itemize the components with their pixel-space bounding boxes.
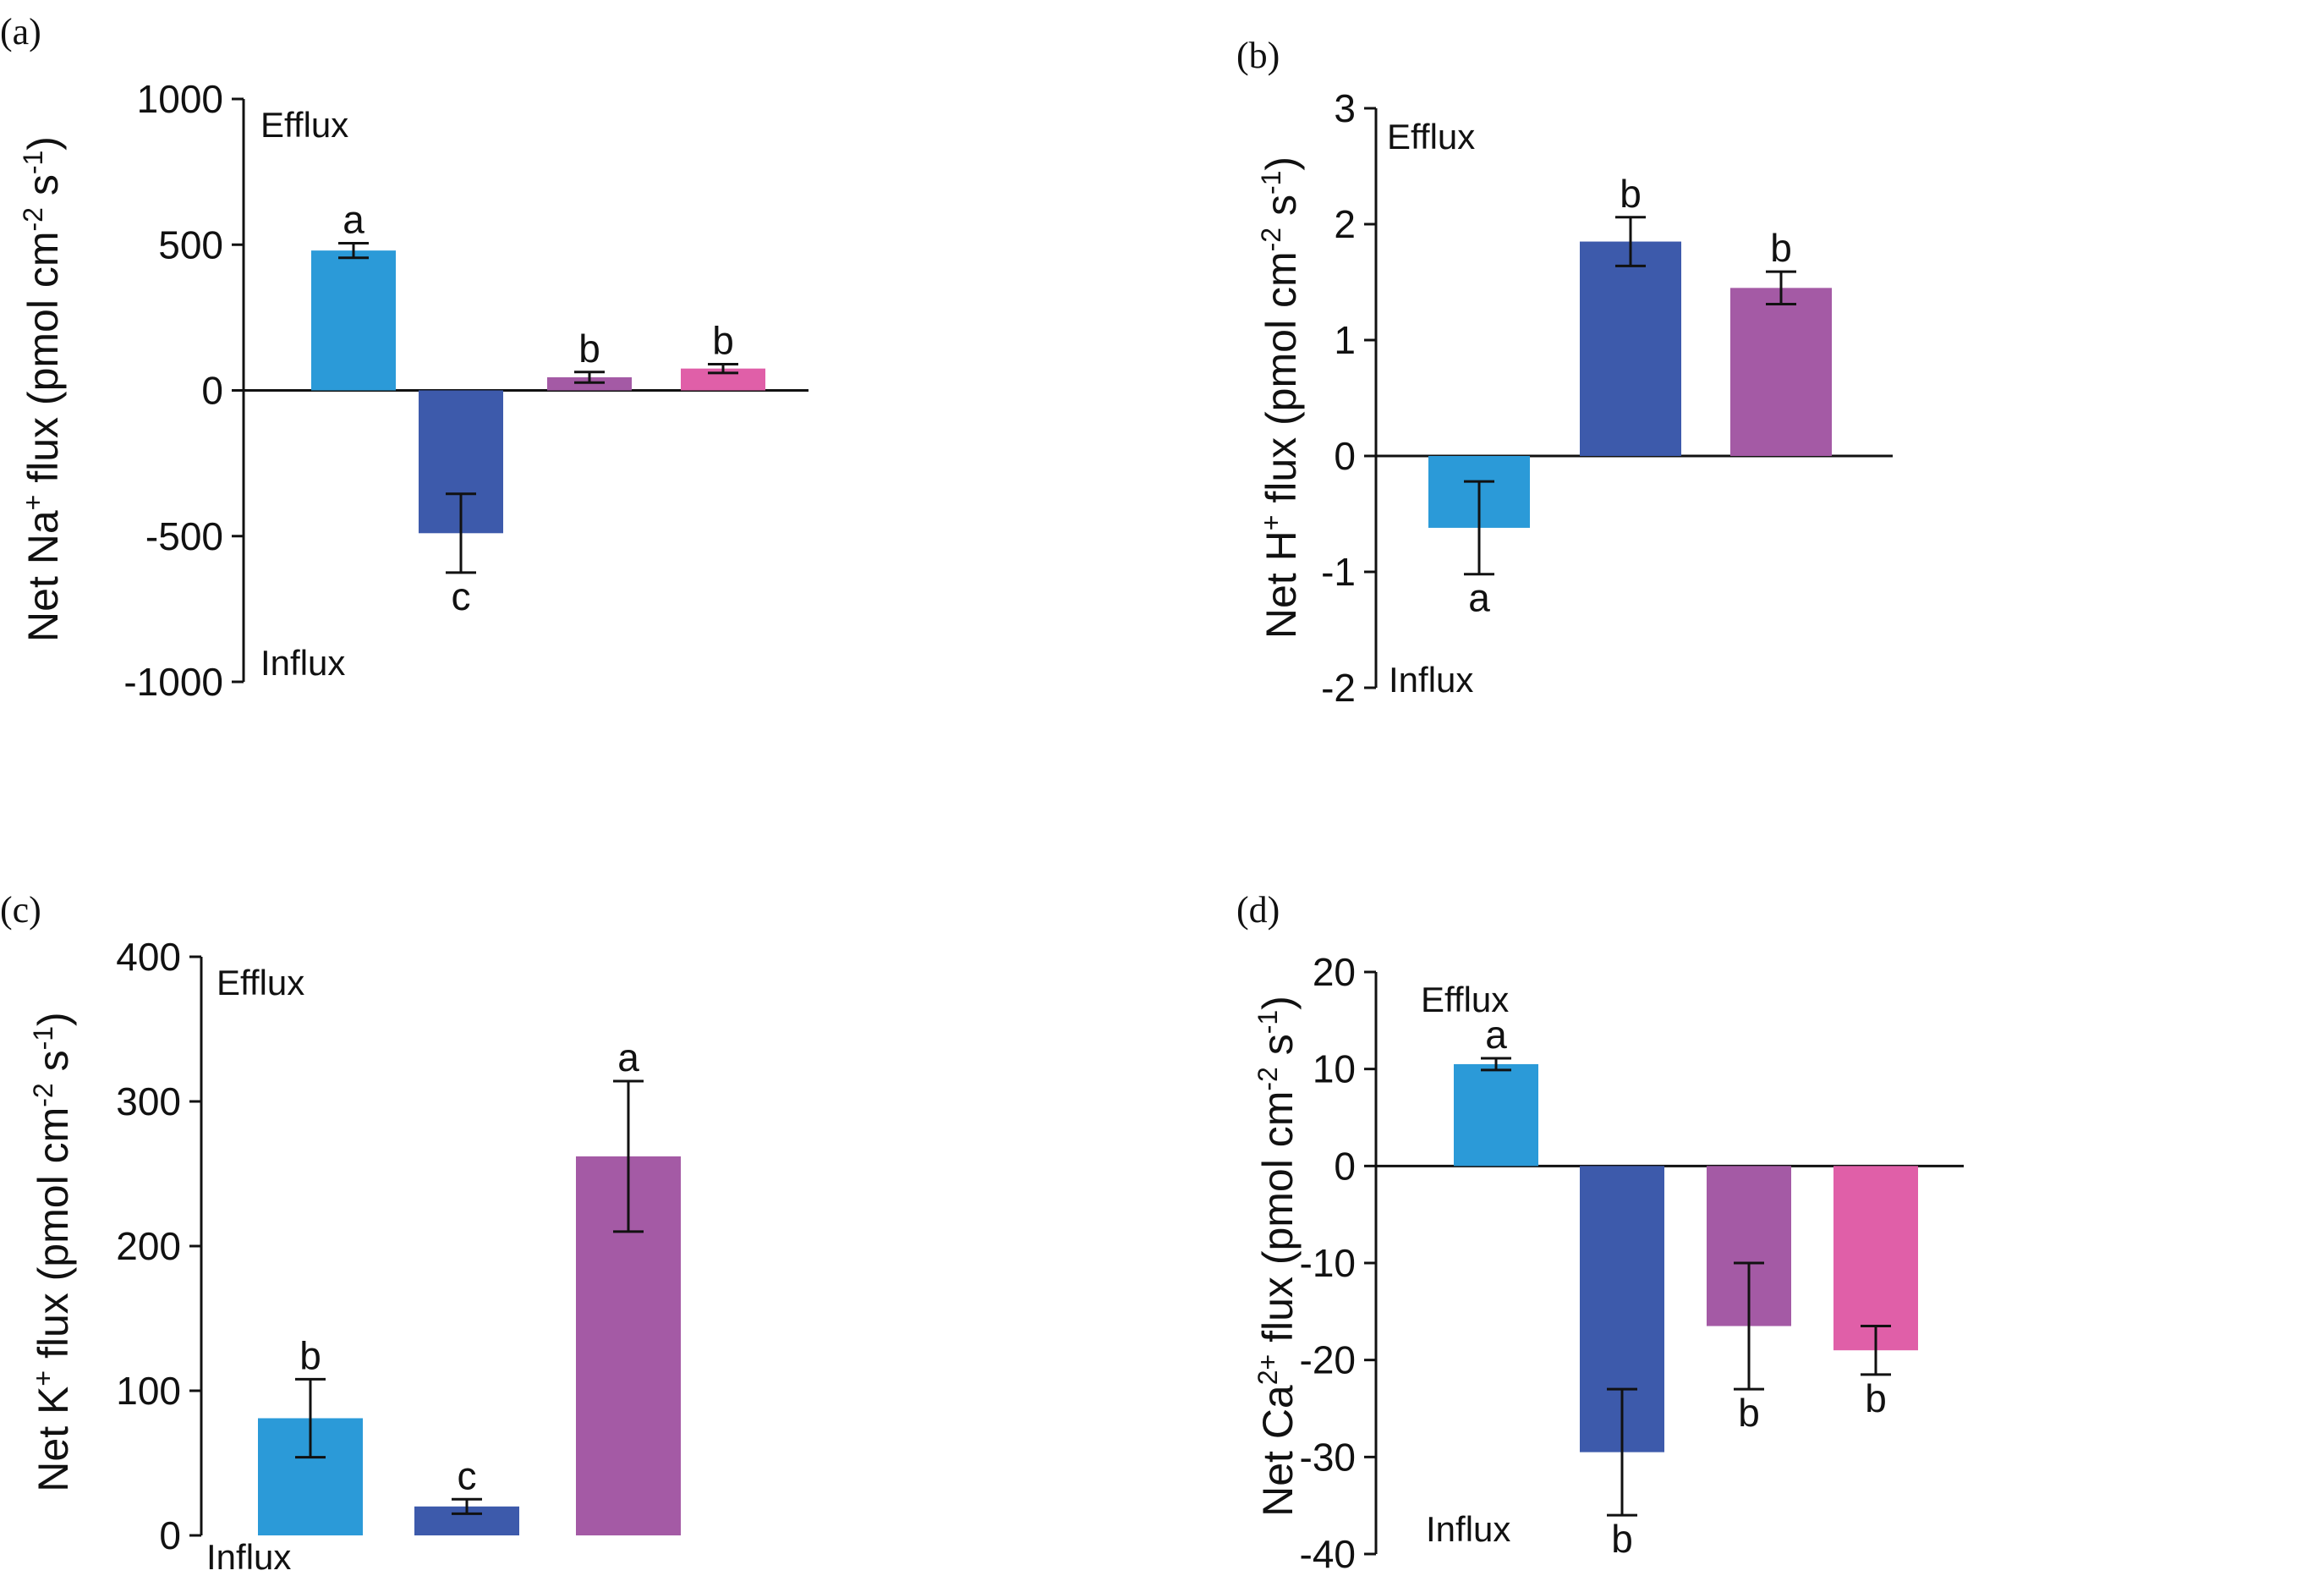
panel-a-ylabel: Net Na+ flux (pmol cm-2 s-1): [18, 136, 67, 642]
panel-b-significance-letter: b: [1770, 226, 1792, 270]
panel-c-significance-letter: b: [299, 1333, 321, 1377]
panel-b: (b) Net H+ flux (pmol cm-2 s-1) Efflux I…: [1236, 35, 1893, 710]
panel-b-significance-letter: b: [1620, 172, 1642, 216]
panel-d-efflux-label: Efflux: [1421, 980, 1509, 1019]
panel-c-efflux-label: Efflux: [217, 963, 304, 1002]
panel-c-label: (c): [0, 889, 41, 931]
panel-a-bar: [311, 250, 396, 391]
panel-b-bar: [1580, 241, 1681, 456]
panel-a: (a) Net Na+ flux (pmol cm-2 s-1) Efflux …: [0, 11, 808, 704]
panel-c-y-tick-label: 300: [116, 1079, 181, 1123]
panel-b-y-tick-label: 3: [1334, 86, 1356, 130]
panel-a-y-tick-label: -1000: [123, 660, 223, 704]
panel-a-y-tick-label: 500: [158, 222, 223, 266]
panel-b-bar: [1730, 288, 1832, 456]
panel-a-efflux-label: Efflux: [260, 105, 348, 145]
panel-b-label: (b): [1236, 35, 1280, 76]
panel-a-influx-label: Influx: [260, 643, 345, 683]
panel-a-y-tick-label: 1000: [137, 77, 223, 121]
panel-a-bar: [547, 376, 632, 391]
panel-d-label: (d): [1236, 889, 1280, 931]
panel-d-y-tick-label: -40: [1300, 1532, 1356, 1576]
panel-a-y-tick-label: -500: [145, 514, 223, 558]
panel-b-y-tick-label: 1: [1334, 318, 1356, 362]
panel-c-y-tick-label: 0: [159, 1513, 181, 1557]
panel-c-significance-letter: c: [458, 1453, 477, 1497]
panel-d-significance-letter: b: [1738, 1391, 1760, 1435]
panel-d: (d) Net Ca2+ flux (pmol cm-2 s-1) Efflux…: [1236, 889, 1964, 1576]
panel-a-significance-letter: b: [712, 318, 734, 362]
panel-d-influx-label: Influx: [1426, 1509, 1510, 1549]
panel-d-plot: 20 10 0 -10 -20 -30 -40 a b b b: [1300, 950, 1964, 1576]
panel-c-plot: 400 300 200 100 0 b c a: [116, 935, 681, 1557]
panel-d-y-tick-label: -30: [1300, 1435, 1356, 1479]
panel-b-y-tick-label: 0: [1334, 434, 1356, 478]
panel-c-y-tick-label: 100: [116, 1369, 181, 1413]
panel-a-significance-letter: a: [343, 198, 364, 242]
panel-b-significance-letter: a: [1468, 576, 1490, 620]
panel-b-plot: 3 2 1 0 -1 -2 a b b: [1321, 86, 1893, 710]
panel-c-y-tick-label: 200: [116, 1224, 181, 1268]
panel-b-y-tick-label: -2: [1321, 666, 1356, 710]
panel-d-y-tick-label: 10: [1313, 1047, 1356, 1091]
panel-c-y-tick-label: 400: [116, 935, 181, 979]
panel-b-y-tick-label: 2: [1334, 202, 1356, 246]
panel-a-plot: 1000 500 0 -500 -1000 a c b b: [123, 77, 808, 704]
panel-d-y-tick-label: -20: [1300, 1338, 1356, 1382]
panel-a-significance-letter: b: [578, 327, 600, 371]
panel-d-y-tick-label: 20: [1313, 950, 1356, 994]
panel-b-efflux-label: Efflux: [1387, 117, 1475, 157]
panel-b-ylabel: Net H+ flux (pmol cm-2 s-1): [1256, 157, 1305, 639]
panel-c-influx-label: Influx: [206, 1537, 291, 1577]
panel-c: (c) Net K+ flux (pmol cm-2 s-1) Efflux I…: [0, 889, 681, 1577]
panel-d-significance-letter: b: [1611, 1517, 1633, 1561]
panel-d-significance-letter: b: [1865, 1376, 1887, 1420]
panel-d-bar: [1454, 1063, 1538, 1167]
panel-d-ylabel: Net Ca2+ flux (pmol cm-2 s-1): [1252, 996, 1302, 1517]
panel-c-ylabel: Net K+ flux (pmol cm-2 s-1): [28, 1012, 77, 1491]
panel-a-significance-letter: c: [452, 574, 471, 618]
panel-d-y-tick-label: 0: [1334, 1144, 1356, 1188]
panel-a-label: (a): [0, 11, 41, 52]
panel-d-bar: [1833, 1166, 1918, 1351]
panel-b-influx-label: Influx: [1389, 660, 1473, 700]
panel-a-y-tick-label: 0: [201, 369, 223, 413]
panel-c-significance-letter: a: [617, 1035, 639, 1079]
panel-b-y-tick-label: -1: [1321, 550, 1356, 594]
panel-d-y-tick-label: -10: [1300, 1241, 1356, 1285]
panel-d-significance-letter: a: [1485, 1013, 1507, 1057]
